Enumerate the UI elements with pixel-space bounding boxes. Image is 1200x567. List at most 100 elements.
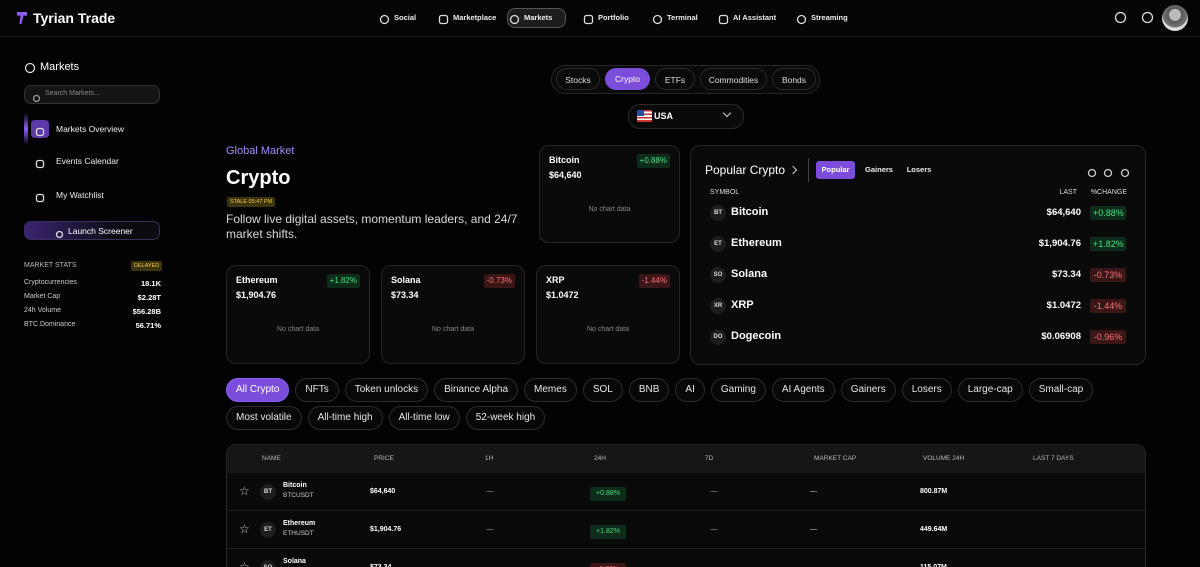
filter-chip[interactable]: NFTs: [295, 378, 339, 402]
filter-chip[interactable]: Binance Alpha: [434, 378, 519, 402]
tab[interactable]: Crypto: [605, 68, 650, 90]
nav-item[interactable]: AI Assistant: [733, 13, 777, 22]
table-7d: —: [710, 526, 718, 533]
menu-item[interactable]: Events Calendar: [56, 156, 119, 166]
popular-name[interactable]: XRP: [731, 299, 754, 311]
filter-chip[interactable]: All-time high: [307, 406, 383, 430]
filter-chip[interactable]: Large-cap: [957, 378, 1023, 402]
popular-tab[interactable]: Gainers: [865, 165, 893, 174]
nav-item[interactable]: Terminal: [667, 13, 698, 22]
star-icon[interactable]: ☆: [239, 560, 250, 567]
screener-button[interactable]: [24, 221, 160, 240]
popular-tool-icon-shape: [1103, 168, 1113, 178]
menu-item[interactable]: Markets Overview: [56, 124, 125, 134]
stat-label: 24h Volume: [24, 307, 61, 314]
tab[interactable]: Bonds: [772, 68, 816, 90]
tab[interactable]: Stocks: [556, 68, 600, 90]
table-symbol-icon: SO: [260, 560, 276, 567]
popular-name[interactable]: Bitcoin: [731, 206, 769, 218]
country[interactable]: USA: [654, 111, 674, 121]
card-empty: No chart data: [586, 326, 630, 333]
nav-icon-glyph: [438, 14, 449, 25]
nav-icon: [718, 12, 729, 25]
filter-chip[interactable]: Token unlocks: [344, 378, 429, 402]
filter-chip[interactable]: BNB: [628, 378, 670, 402]
popular-change: -0.96%: [1090, 330, 1126, 344]
menu-icon: [35, 124, 45, 137]
popular-title[interactable]: Popular Crypto: [705, 163, 786, 177]
nav-icon: [652, 12, 663, 25]
filter-chip[interactable]: Most volatile: [226, 406, 302, 430]
nav-icon-glyph: [583, 14, 594, 25]
table-column: MARKET CAP: [814, 455, 857, 462]
table-24h: +1.82%: [590, 525, 626, 539]
menu-item[interactable]: My Watchlist: [56, 190, 104, 200]
popular-last: $1.0472: [1046, 300, 1081, 311]
table-1h: —: [486, 488, 494, 495]
table-24h: +0.88%: [590, 487, 626, 501]
theme-icon-shape: [1141, 11, 1154, 24]
filter-chip[interactable]: All-time low: [388, 406, 460, 430]
nav-item[interactable]: Marketplace: [453, 13, 497, 22]
popular-name[interactable]: Dogecoin: [731, 330, 782, 342]
stat-label: Cryptocurrencies: [24, 279, 77, 286]
menu-icon-shape: [35, 159, 45, 169]
popular-name[interactable]: Solana: [731, 268, 768, 280]
star-icon[interactable]: ☆: [239, 484, 250, 498]
stats-title: MARKET STATS: [24, 262, 77, 269]
nav-item[interactable]: Social: [394, 13, 417, 22]
popular-tool-icon: [1103, 165, 1113, 178]
popular-tab[interactable]: Popular: [816, 161, 855, 179]
filter-chip[interactable]: 52-week high: [465, 406, 546, 430]
hero-kicker: Global Market: [226, 145, 295, 157]
popular-tab[interactable]: Losers: [906, 165, 932, 174]
screener-label: Launch Screener: [68, 226, 133, 236]
table-name[interactable]: Bitcoin: [283, 482, 307, 489]
tab[interactable]: Commodities: [700, 68, 767, 90]
popular-col: %CHANGE: [1090, 189, 1127, 196]
filter-chip[interactable]: AI: [675, 378, 705, 402]
popular-tool-icon-glyph: [1120, 168, 1130, 178]
nav-icon-glyph: [718, 14, 729, 25]
popular-last: $0.06908: [1041, 331, 1081, 342]
search-icon-glyph: [32, 94, 41, 103]
filter-chip[interactable]: Losers: [901, 378, 952, 402]
bell-icon-glyph: [1114, 11, 1127, 24]
popular-col: SYMBOL: [710, 189, 740, 196]
filter-chip[interactable]: Gainers: [840, 378, 896, 402]
filter-chip[interactable]: AI Agents: [771, 378, 835, 402]
popular-name[interactable]: Ethereum: [731, 237, 782, 249]
markets-icon-glyph: [24, 62, 36, 74]
table-name[interactable]: Solana: [283, 558, 306, 565]
nav-item[interactable]: Markets: [524, 13, 553, 22]
price-card[interactable]: [536, 265, 680, 364]
stat-label: BTC Dominance: [24, 321, 76, 328]
table-volume: 449.64M: [920, 526, 948, 533]
popular-last: $73.34: [1051, 269, 1081, 280]
country-select[interactable]: [628, 104, 744, 129]
price-card[interactable]: [226, 265, 370, 364]
menu-icon-shape: [35, 127, 45, 137]
popular-symbol-icon: BT: [710, 205, 726, 221]
popular-symbol-icon: XR: [710, 298, 726, 314]
nav-icon-shape: [718, 14, 729, 25]
nav-icon: [796, 12, 807, 25]
nav-item[interactable]: Streaming: [811, 13, 848, 22]
avatar[interactable]: [1162, 5, 1188, 31]
filter-chip[interactable]: Gaming: [710, 378, 766, 402]
filter-chip[interactable]: Memes: [524, 378, 577, 402]
filter-chip[interactable]: Small-cap: [1028, 378, 1094, 402]
filter-chip[interactable]: SOL: [582, 378, 623, 402]
table-cap: —: [810, 488, 817, 495]
star-icon[interactable]: ☆: [239, 522, 250, 536]
nav-item[interactable]: Portfolio: [598, 13, 629, 22]
tab[interactable]: ETFs: [655, 68, 695, 90]
price-card[interactable]: [381, 265, 525, 364]
markets-icon-shape: [24, 62, 36, 74]
filter-chip[interactable]: All Crypto: [226, 378, 290, 402]
table-name[interactable]: Ethereum: [283, 520, 316, 527]
nav-icon-shape: [583, 14, 594, 25]
price-card[interactable]: [539, 145, 680, 243]
search-box[interactable]: [24, 85, 160, 104]
nav-icon: [438, 12, 449, 25]
